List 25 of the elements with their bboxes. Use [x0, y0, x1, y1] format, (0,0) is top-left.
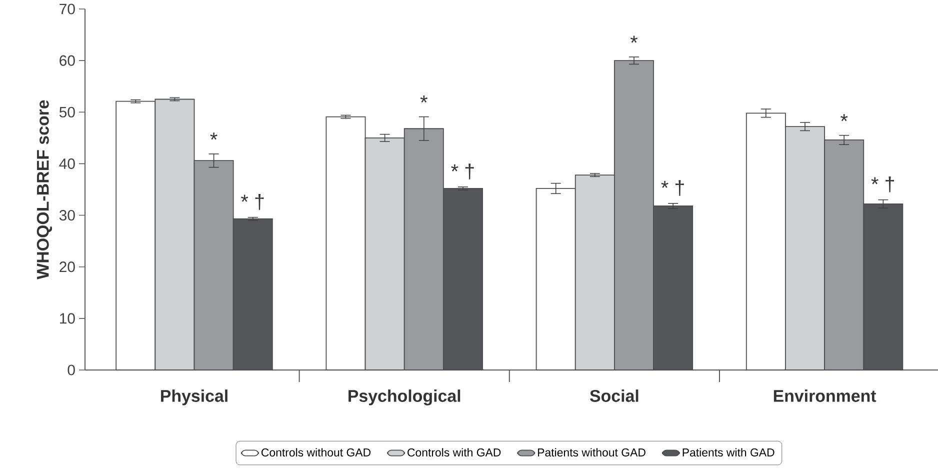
y-tick-label: 50: [59, 106, 75, 118]
legend-label: Controls with GAD: [408, 448, 501, 457]
x-tick-label: Psychological: [348, 390, 460, 406]
annotation: * †: [871, 176, 894, 192]
annotation: *: [210, 132, 218, 140]
y-tick-label: 30: [59, 210, 75, 221]
y-tick-label: 20: [60, 262, 75, 272]
y-tick-label: 60: [60, 55, 75, 66]
annotation: * †: [241, 194, 264, 210]
annotation: *: [420, 96, 428, 103]
y-tick-label: 10: [60, 313, 75, 324]
y-axis-title: WHOQOL-BREF score: [36, 100, 52, 280]
legend-label: Controls without GAD: [262, 448, 371, 457]
y-tick-label: 40: [59, 158, 75, 169]
y-tick-label: 70: [60, 4, 75, 14]
y-tick-label: 0: [68, 364, 75, 376]
x-tick-label: Social: [590, 390, 638, 402]
annotation: * †: [661, 180, 684, 196]
annotation: *: [840, 114, 848, 122]
legend-label: Patients without GAD: [538, 448, 646, 457]
x-tick-label: Physical: [161, 390, 228, 406]
annotation: *: [630, 36, 638, 43]
x-tick-label: Environment: [774, 390, 876, 402]
annotation: * †: [451, 164, 474, 180]
legend-label: Patients with GAD: [682, 448, 774, 457]
